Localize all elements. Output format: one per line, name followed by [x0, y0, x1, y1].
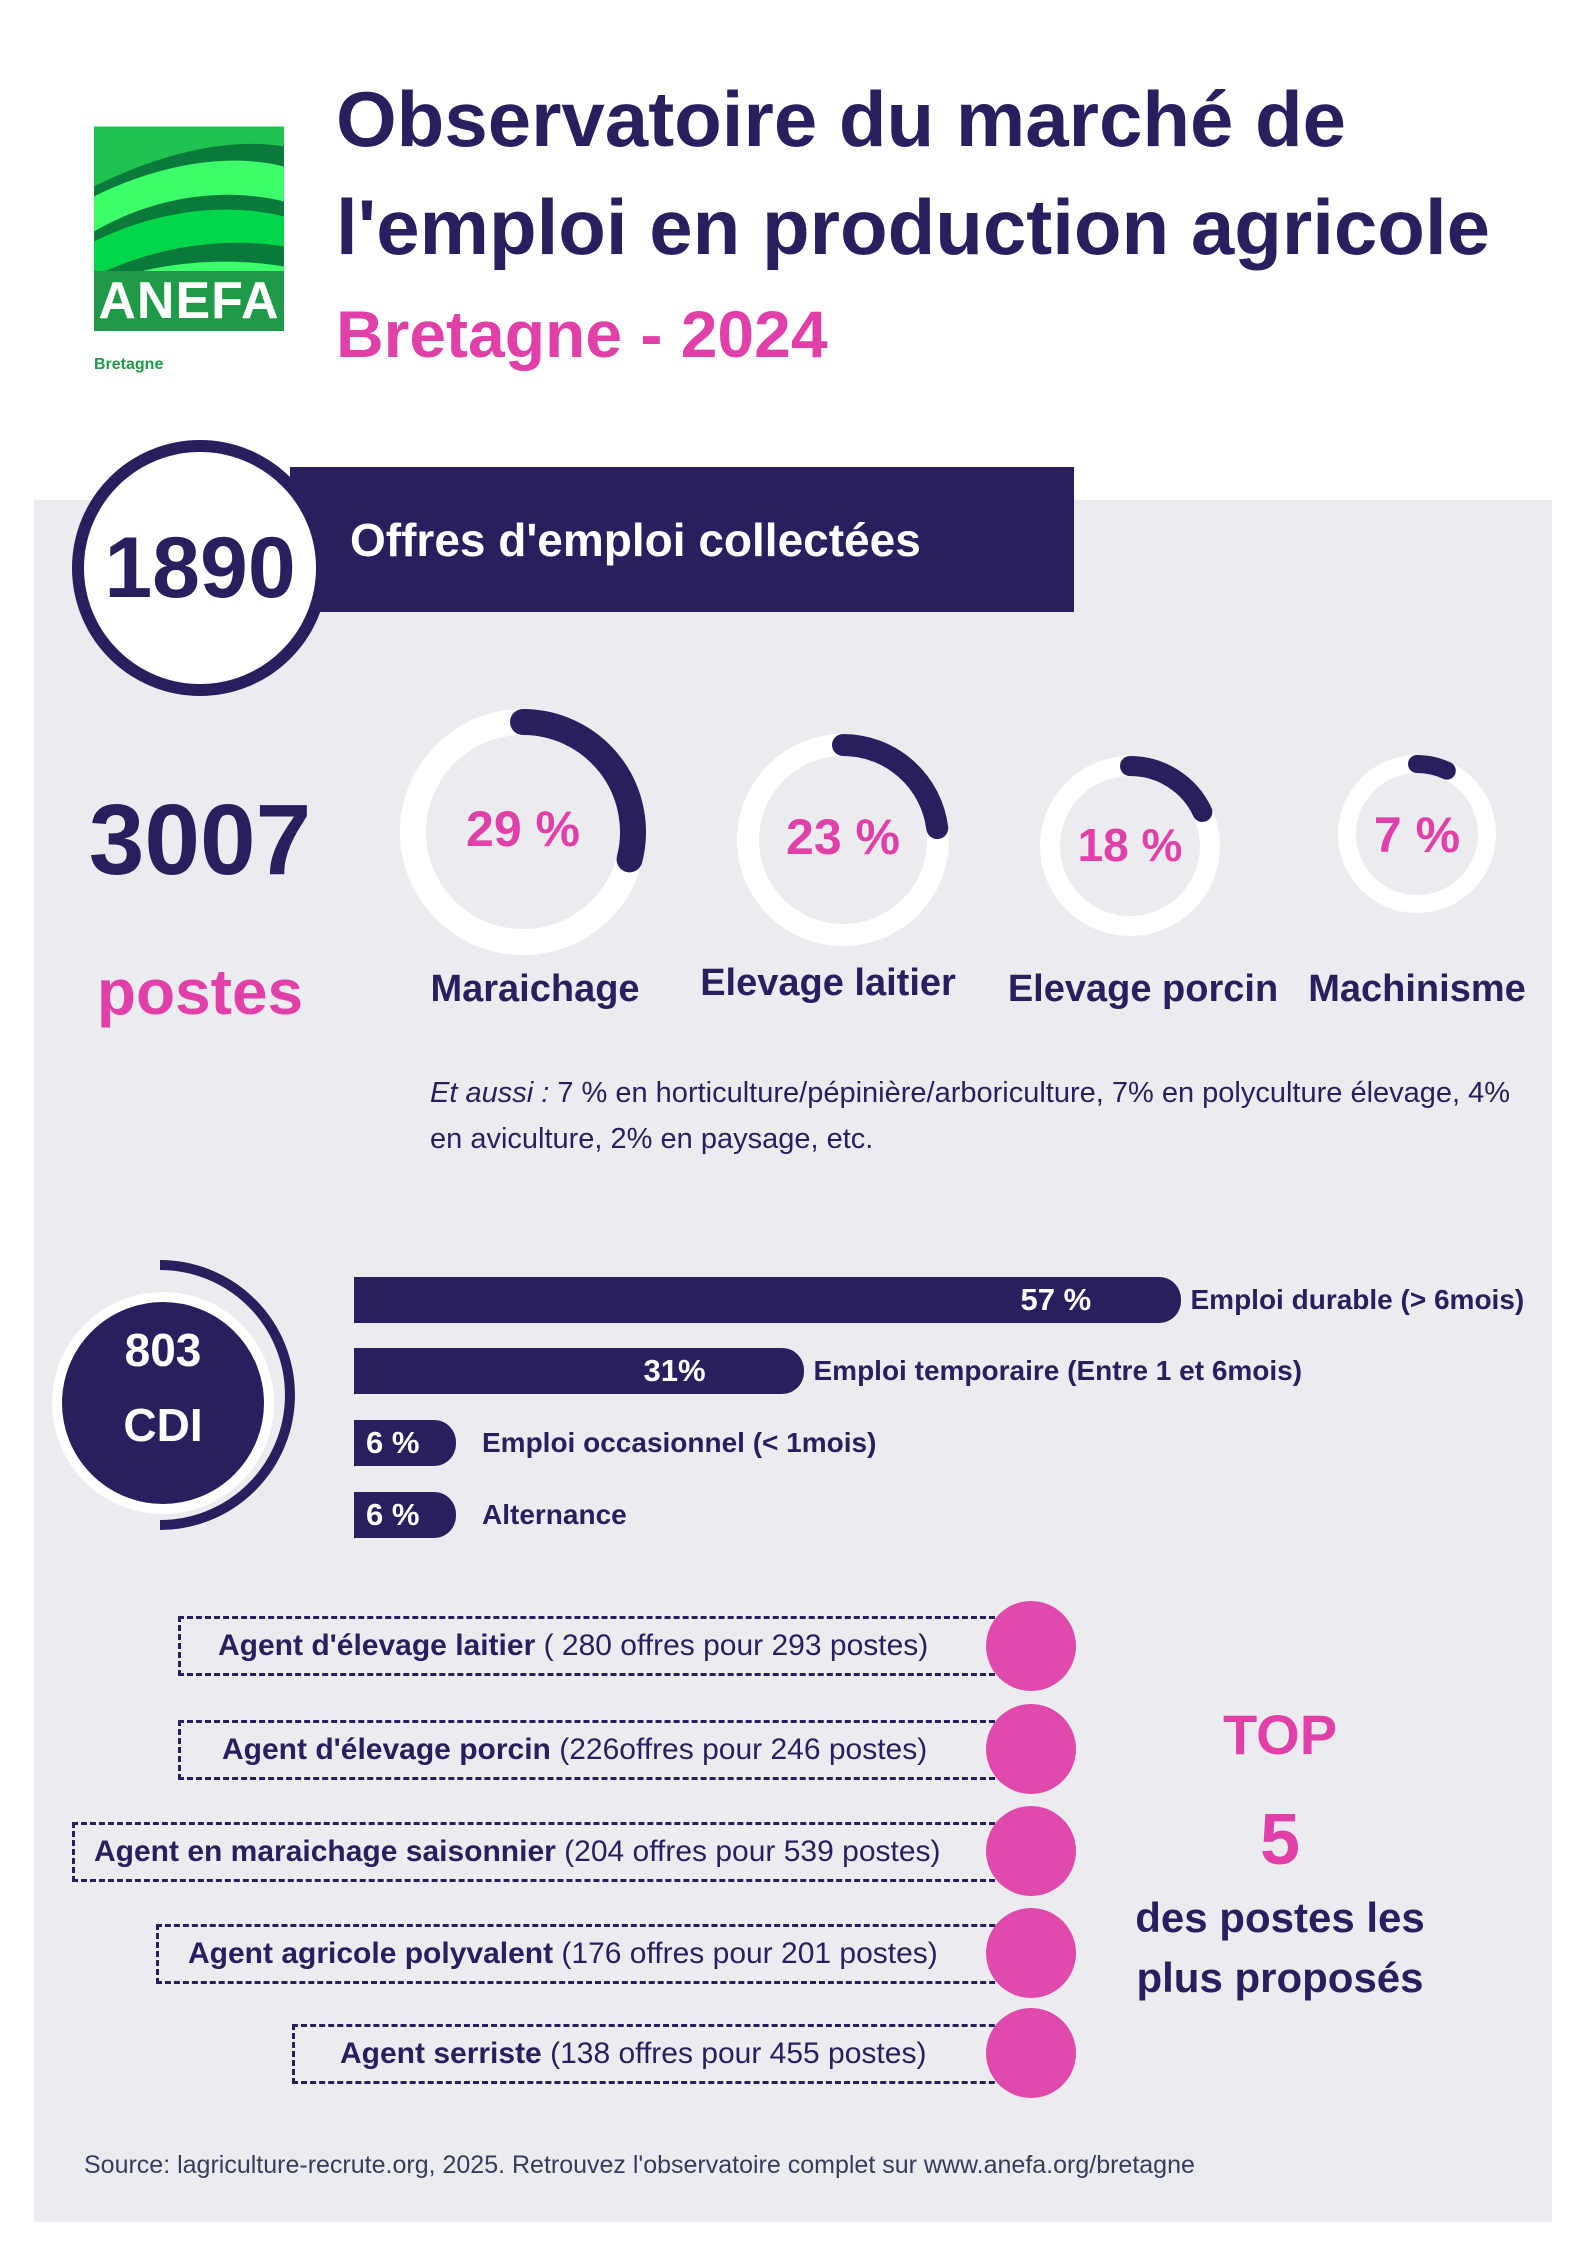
- contract-bar: [354, 1492, 456, 1538]
- source-note: Source: lagriculture-recrute.org, 2025. …: [84, 2151, 1195, 2179]
- cdi-label: CDI: [123, 1399, 203, 1451]
- job-item: [156, 1924, 1031, 1984]
- sector-label: Maraichage: [430, 968, 640, 1010]
- job-title: Agent en maraichage saisonnier: [94, 1835, 556, 1868]
- job-detail: (204 offres pour 539 postes): [555, 1835, 941, 1868]
- job-item: [292, 2024, 1031, 2084]
- contract-bar-value: 57 %: [1020, 1282, 1092, 1317]
- sector-donut-arc: [1120, 756, 1213, 822]
- contract-bar: [354, 1277, 1181, 1323]
- job-text: Agent agricole polyvalent (176 offres po…: [188, 1924, 938, 1984]
- job-title: Agent serriste: [340, 2037, 542, 2070]
- offres-value: 1890: [104, 520, 296, 616]
- contract-bar-label: Alternance: [482, 1499, 627, 1530]
- job-detail: (226offres pour 246 postes): [550, 1733, 928, 1766]
- job-text: Agent d'élevage porcin (226offres pour 2…: [222, 1720, 927, 1780]
- sector-donut-arc: [832, 734, 949, 840]
- note-text: 7 % en horticulture/pépinière/arboricult…: [430, 1077, 1511, 1155]
- cdi-ring-arc: [159, 1260, 295, 1530]
- contract-bar-value: 6 %: [366, 1425, 420, 1460]
- job-detail: (138 offres pour 455 postes): [541, 2037, 927, 2070]
- note-lead: Et aussi :: [430, 1077, 550, 1109]
- logo-name: ANEFA: [94, 271, 284, 331]
- page-title-line2: l'emploi en production agricole: [336, 183, 1491, 271]
- job-bullet-icon: [986, 1806, 1076, 1896]
- sector-donut-2: [1040, 756, 1220, 936]
- postes-value: 3007: [88, 784, 312, 896]
- sector-label: Machinisme: [1308, 968, 1526, 1010]
- sector-donut-3: [1338, 755, 1496, 913]
- job-item: [178, 1720, 1031, 1780]
- sector-value: 23 %: [786, 809, 900, 865]
- job-text: Agent serriste (138 offres pour 455 post…: [340, 2024, 926, 2084]
- sector-donut-arc: [1408, 755, 1456, 780]
- job-title: Agent d'élevage porcin: [222, 1733, 551, 1766]
- sector-donut-0: [400, 709, 646, 955]
- contract-bar: [354, 1420, 456, 1466]
- sector-value: 7 %: [1373, 807, 1461, 863]
- logo-subtitle: Bretagne: [94, 356, 164, 373]
- sector-note: Et aussi : 7 % en horticulture/pépinière…: [430, 1070, 1540, 1162]
- sector-value: 18 %: [1077, 819, 1183, 871]
- top-subtitle-line1: des postes les: [1135, 1894, 1425, 1941]
- contract-bar-label: Emploi occasionnel (< 1mois): [482, 1427, 877, 1458]
- contract-bar-label: Emploi durable (> 6mois): [1190, 1284, 1525, 1315]
- offres-label: Offres d'emploi collectées: [350, 514, 921, 566]
- top-title: TOP: [1222, 1703, 1338, 1766]
- cdi-value: 803: [124, 1324, 202, 1376]
- top-subtitle-line2: plus proposés: [1136, 1954, 1424, 2001]
- sector-donut-arc: [510, 709, 646, 873]
- job-bullet-icon: [986, 1908, 1076, 1998]
- sector-value: 29 %: [466, 801, 580, 857]
- offres-banner: [290, 467, 1074, 612]
- cdi-circle: [52, 1292, 274, 1514]
- contract-bar-value: 6 %: [366, 1497, 420, 1532]
- page-subtitle: Bretagne - 2024: [336, 297, 828, 371]
- sector-label: Elevage laitier: [700, 962, 956, 1004]
- job-bullet-icon: [986, 1704, 1076, 1794]
- job-title: Agent agricole polyvalent: [188, 1937, 554, 1970]
- contract-bar: [354, 1348, 804, 1394]
- job-detail: ( 280 offres pour 293 postes): [535, 1629, 929, 1662]
- job-bullet-icon: [986, 1601, 1076, 1691]
- job-text: Agent en maraichage saisonnier (204 offr…: [94, 1822, 941, 1882]
- job-bullet-icon: [986, 2008, 1076, 2098]
- job-title: Agent d'élevage laitier: [218, 1629, 536, 1662]
- anefa-logo: ANEFA Bretagne: [94, 86, 284, 373]
- sector-label: Elevage porcin: [1007, 968, 1279, 1010]
- contract-bar-value: 31%: [643, 1353, 706, 1388]
- job-detail: (176 offres pour 201 postes): [553, 1937, 938, 1970]
- postes-label: postes: [96, 956, 304, 1028]
- top-number: 5: [1259, 1800, 1301, 1880]
- job-item: [178, 1616, 1031, 1676]
- page-title-line1: Observatoire du marché de: [336, 75, 1347, 163]
- contract-bar-label: Emploi temporaire (Entre 1 et 6mois): [813, 1355, 1303, 1386]
- top-subtitle: des postes les plus proposés: [1110, 1888, 1450, 2008]
- job-item: [72, 1822, 1031, 1882]
- job-text: Agent d'élevage laitier ( 280 offres pou…: [218, 1616, 928, 1676]
- sector-donut-1: [737, 734, 949, 946]
